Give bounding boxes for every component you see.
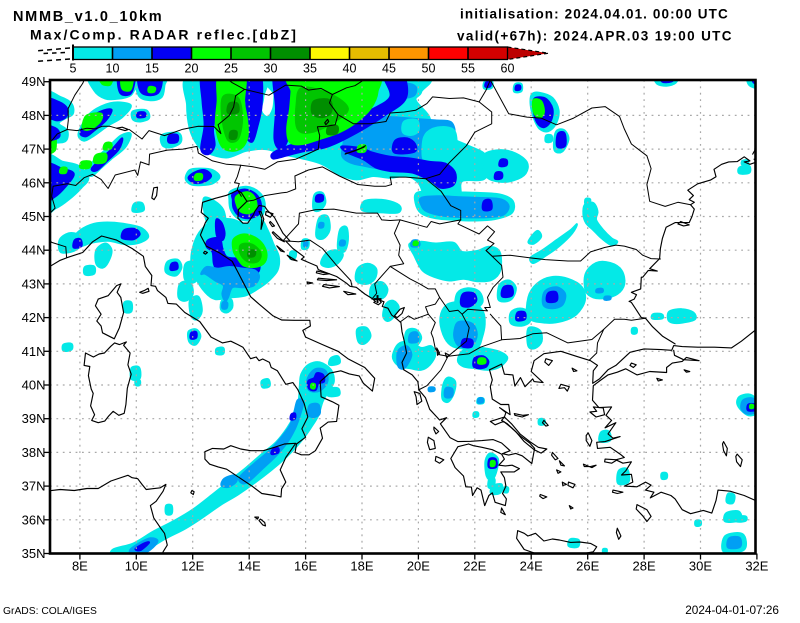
svg-text:20E: 20E <box>407 559 430 574</box>
svg-text:8E: 8E <box>72 559 88 574</box>
svg-text:40: 40 <box>343 62 357 76</box>
svg-text:5: 5 <box>70 62 77 76</box>
svg-text:24E: 24E <box>520 559 543 574</box>
svg-text:36N: 36N <box>22 512 46 527</box>
svg-text:40N: 40N <box>22 378 46 393</box>
svg-text:50: 50 <box>422 62 436 76</box>
svg-text:18E: 18E <box>350 559 373 574</box>
svg-text:42N: 42N <box>22 310 46 325</box>
svg-text:32E: 32E <box>745 559 768 574</box>
svg-text:45N: 45N <box>22 209 46 224</box>
svg-text:16E: 16E <box>294 559 317 574</box>
svg-text:48N: 48N <box>22 108 46 123</box>
svg-text:2024-04-01-07:26: 2024-04-01-07:26 <box>685 603 779 617</box>
svg-text:25: 25 <box>224 62 238 76</box>
svg-text:30E: 30E <box>689 559 712 574</box>
svg-text:12E: 12E <box>181 559 204 574</box>
svg-text:46N: 46N <box>22 175 46 190</box>
svg-text:valid(+67h): 2024.APR.03 19:00: valid(+67h): 2024.APR.03 19:00 UTC <box>457 29 733 44</box>
svg-text:43N: 43N <box>22 276 46 291</box>
svg-text:38N: 38N <box>22 445 46 460</box>
svg-text:14E: 14E <box>238 559 261 574</box>
svg-text:15: 15 <box>145 62 159 76</box>
svg-text:55: 55 <box>461 62 475 76</box>
svg-text:22E: 22E <box>463 559 486 574</box>
svg-text:45: 45 <box>382 62 396 76</box>
svg-text:Max/Comp. RADAR reflec.[dbZ]: Max/Comp. RADAR reflec.[dbZ] <box>30 27 298 43</box>
svg-text:30: 30 <box>264 62 278 76</box>
svg-text:GrADS: COLA/IGES: GrADS: COLA/IGES <box>3 606 97 617</box>
svg-text:initialisation: 2024.04.01. 00: initialisation: 2024.04.01. 00:00 UTC <box>460 7 729 22</box>
svg-text:47N: 47N <box>22 142 46 157</box>
svg-text:39N: 39N <box>22 411 46 426</box>
svg-text:28E: 28E <box>633 559 656 574</box>
svg-text:10E: 10E <box>125 559 148 574</box>
svg-text:60: 60 <box>501 62 515 76</box>
svg-text:49N: 49N <box>22 74 46 89</box>
svg-text:NMMB_v1.0_10km: NMMB_v1.0_10km <box>13 9 163 25</box>
svg-text:41N: 41N <box>22 344 46 359</box>
svg-text:20: 20 <box>185 62 199 76</box>
svg-text:10: 10 <box>106 62 120 76</box>
svg-text:26E: 26E <box>576 559 599 574</box>
svg-text:37N: 37N <box>22 479 46 494</box>
svg-text:35N: 35N <box>22 546 46 561</box>
svg-text:44N: 44N <box>22 243 46 258</box>
svg-text:35: 35 <box>303 62 317 76</box>
